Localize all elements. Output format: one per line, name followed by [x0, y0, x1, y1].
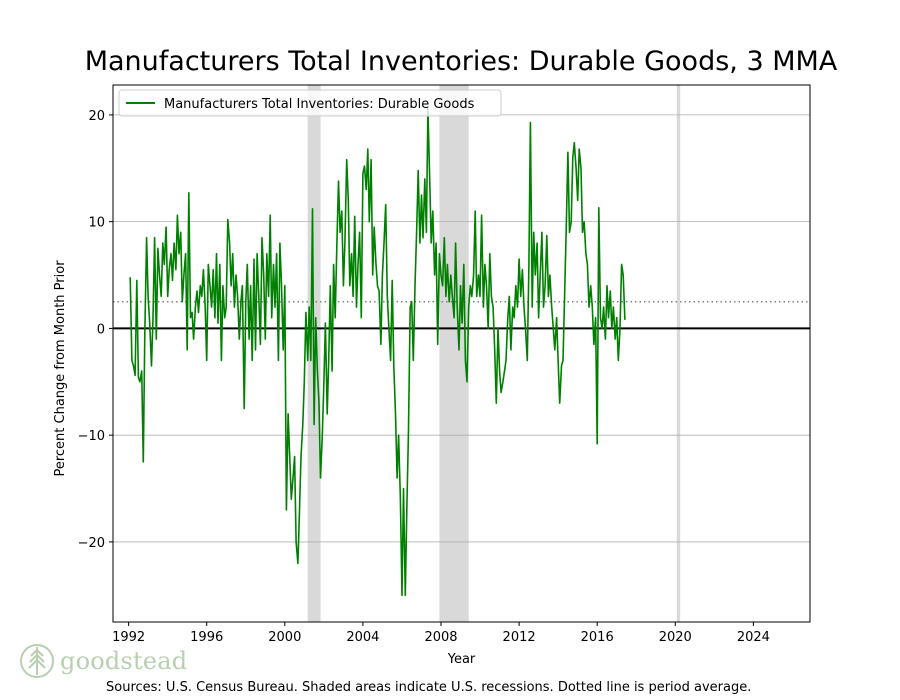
y-tick-label: 20 [88, 109, 105, 124]
plot-frame [112, 84, 811, 623]
footer-sources: Sources: U.S. Census Bureau. Shaded area… [106, 680, 752, 695]
x-tick-label: 2000 [268, 630, 301, 645]
x-tick-label: 2012 [503, 630, 536, 645]
x-tick-label: 2008 [424, 630, 457, 645]
x-tick-label: 1992 [112, 630, 145, 645]
logo: goodstead [20, 642, 187, 680]
x-tick-label: 2020 [659, 630, 692, 645]
recession-bands [307, 85, 681, 622]
y-tick-label: 0 [97, 322, 105, 337]
x-tick-label: 2004 [346, 630, 379, 645]
x-axis-label: Year [447, 652, 476, 667]
tree-logo-icon [20, 644, 54, 678]
legend: Manufacturers Total Inventories: Durable… [118, 89, 502, 117]
chart-title: Manufacturers Total Inventories: Durable… [84, 46, 838, 77]
y-tick-label: −10 [78, 429, 105, 444]
series-line [129, 107, 626, 597]
recession-band [676, 85, 681, 622]
y-axis-label: Percent Change from Month Prior [53, 260, 68, 477]
logo-text: goodstead [60, 647, 188, 675]
recession-band [439, 85, 469, 622]
y-axis: −20 −10 0 10 20 [78, 109, 113, 551]
x-tick-label: 2024 [737, 630, 770, 645]
x-tick-label: 1996 [190, 630, 223, 645]
legend-box [118, 89, 502, 117]
x-axis: 1992 1996 2000 2004 2008 2012 2016 2020 2024 [112, 622, 770, 645]
series-lines [129, 107, 626, 597]
reference-lines [113, 300, 810, 330]
x-tick-label: 2016 [581, 630, 614, 645]
y-tick-label: −20 [78, 536, 105, 551]
legend-label: Manufacturers Total Inventories: Durable… [164, 97, 475, 112]
y-tick-label: 10 [88, 216, 105, 231]
